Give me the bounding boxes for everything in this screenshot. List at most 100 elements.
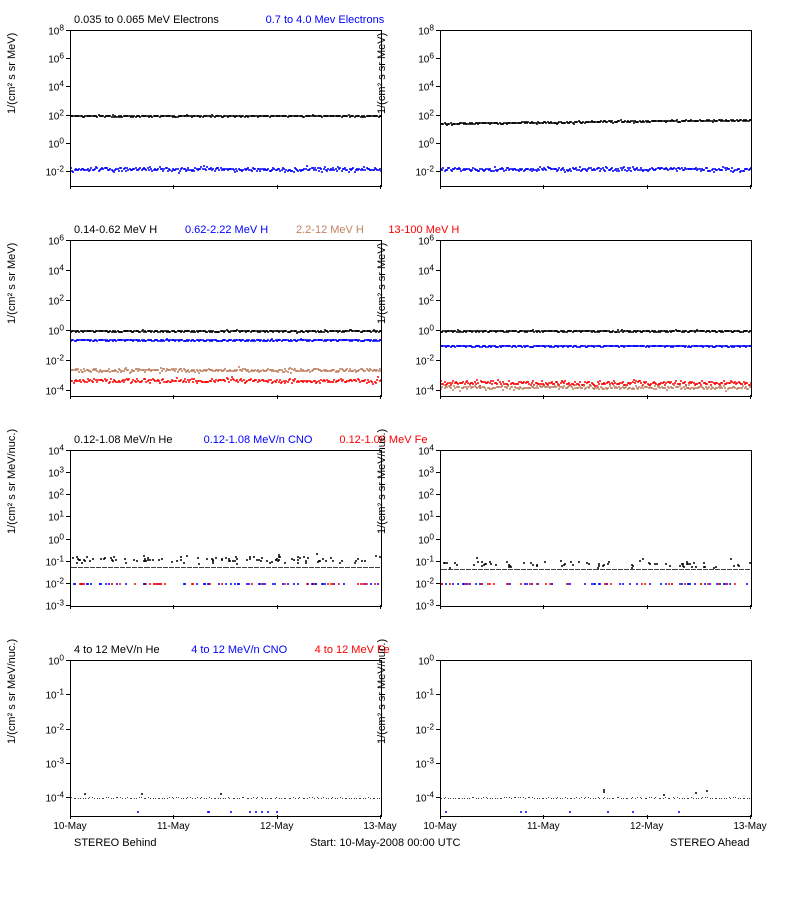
data-point xyxy=(651,797,652,798)
data-point xyxy=(316,553,318,555)
data-point xyxy=(536,583,538,585)
data-point xyxy=(712,798,713,799)
data-point xyxy=(694,583,696,585)
data-point xyxy=(79,583,81,585)
footer-center-label: Start: 10-May-2008 00:00 UTC xyxy=(310,837,460,849)
data-point xyxy=(681,583,683,585)
data-point xyxy=(153,798,154,799)
data-point xyxy=(737,564,739,566)
ytick-label: 104 xyxy=(400,442,434,457)
data-point xyxy=(196,583,198,585)
data-point xyxy=(103,798,104,799)
data-point xyxy=(684,583,686,585)
data-point xyxy=(137,370,139,372)
data-point xyxy=(471,169,473,171)
data-point xyxy=(262,798,263,799)
data-point xyxy=(348,171,350,173)
data-point xyxy=(284,583,286,585)
data-point xyxy=(133,559,135,561)
data-point xyxy=(198,563,200,565)
data-point xyxy=(307,798,308,799)
data-point xyxy=(749,798,750,799)
data-point xyxy=(560,560,562,562)
data-point xyxy=(520,811,522,813)
data-point xyxy=(86,556,88,558)
data-point xyxy=(103,558,105,560)
data-point xyxy=(271,798,272,799)
data-point xyxy=(116,583,118,585)
data-point xyxy=(557,169,559,171)
data-point xyxy=(328,798,329,799)
data-point xyxy=(613,798,614,799)
data-point xyxy=(491,383,493,385)
data-point xyxy=(197,797,198,798)
data-point xyxy=(278,556,280,558)
data-point xyxy=(211,798,212,799)
data-point xyxy=(445,797,446,798)
data-point xyxy=(538,169,540,171)
data-point xyxy=(229,560,231,562)
data-point xyxy=(713,171,715,173)
data-point xyxy=(632,811,634,813)
figure-root: { "figure": { "width_px": 800, "height_p… xyxy=(0,0,800,900)
data-point xyxy=(89,169,91,171)
data-point xyxy=(641,583,643,585)
ytick-label: 104 xyxy=(30,262,64,277)
data-point xyxy=(152,559,154,561)
data-point xyxy=(487,798,488,799)
data-point xyxy=(501,798,502,799)
data-point xyxy=(655,388,657,390)
data-point xyxy=(342,798,343,799)
data-point xyxy=(234,583,236,585)
plot-panel-r1-c0 xyxy=(70,240,382,397)
data-point xyxy=(206,558,208,560)
data-point xyxy=(124,558,126,560)
ytick-label: 102 xyxy=(400,293,434,308)
data-point xyxy=(261,583,263,585)
data-point xyxy=(259,170,261,172)
data-point xyxy=(586,170,588,172)
plot-panel-r2-c0 xyxy=(70,450,382,607)
data-point xyxy=(452,389,454,391)
data-point xyxy=(380,330,381,332)
ytick-label: 10-4 xyxy=(30,383,64,398)
series-legend: 0.14-0.62 MeV H xyxy=(74,224,157,236)
data-point xyxy=(85,798,86,799)
data-point xyxy=(679,798,680,799)
data-point xyxy=(346,798,347,799)
data-point xyxy=(693,562,695,564)
data-point xyxy=(644,583,646,585)
data-point xyxy=(738,798,739,799)
data-point xyxy=(299,797,300,798)
data-point xyxy=(566,583,568,585)
series-legend: 0.12-1.08 MeV/n He xyxy=(74,434,172,446)
data-point xyxy=(314,798,315,799)
data-point xyxy=(234,798,235,799)
data-point xyxy=(563,382,565,384)
data-point xyxy=(595,798,596,799)
data-point xyxy=(513,389,515,391)
data-point xyxy=(497,798,498,799)
data-point xyxy=(141,793,143,795)
data-point xyxy=(243,797,244,798)
data-point xyxy=(181,370,183,372)
data-point xyxy=(251,583,253,585)
data-point xyxy=(177,168,179,170)
data-point xyxy=(255,811,257,813)
data-point xyxy=(183,583,185,585)
data-point xyxy=(281,798,282,799)
data-point xyxy=(83,798,84,799)
data-point xyxy=(149,382,151,384)
ytick-label: 10-1 xyxy=(400,553,434,568)
data-point xyxy=(585,797,586,798)
data-point xyxy=(475,583,477,585)
data-point xyxy=(368,797,369,798)
data-point xyxy=(164,583,166,585)
data-point xyxy=(729,583,731,585)
data-point xyxy=(485,563,487,565)
data-point xyxy=(750,345,751,347)
data-point xyxy=(545,583,547,585)
plot-panel-r0-c1 xyxy=(440,30,752,187)
data-point xyxy=(165,370,167,372)
data-point xyxy=(526,583,528,585)
